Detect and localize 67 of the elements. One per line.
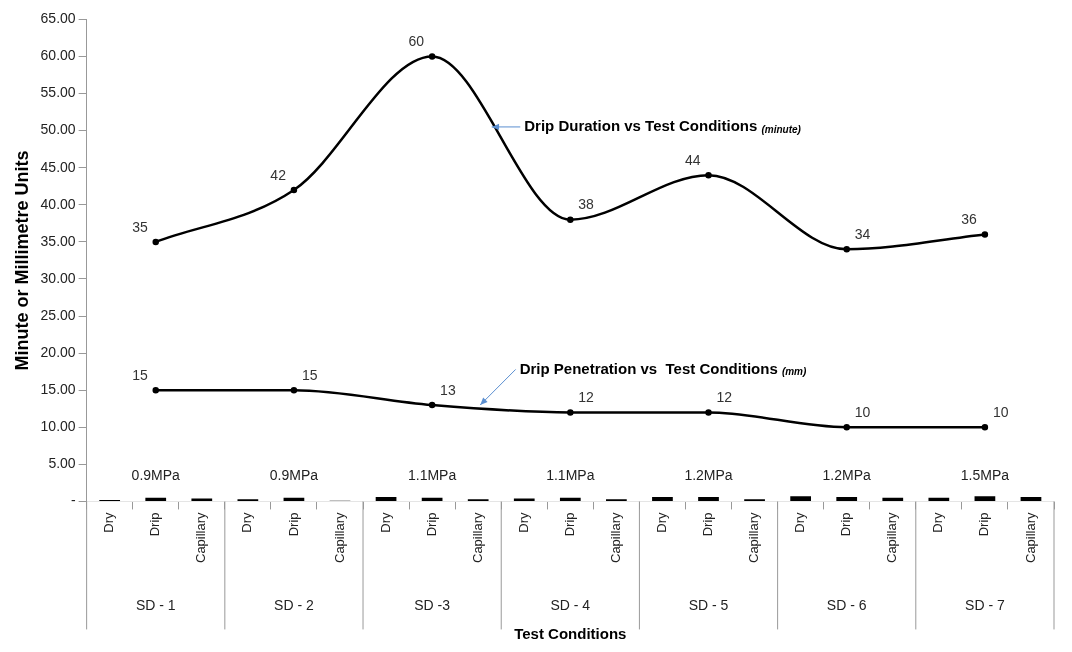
data-label: 10 xyxy=(854,404,871,421)
x-tick-label: Capillary xyxy=(607,511,623,564)
x-tick-label: Capillary xyxy=(469,511,485,564)
text: SD - 6 xyxy=(826,597,867,614)
data-label: 10 xyxy=(992,404,1009,421)
annotation: 1.2MPa xyxy=(822,467,872,484)
y-tick-label: 10.00 xyxy=(40,418,76,435)
y-tick-label: 35.00 xyxy=(40,232,76,249)
x-tick-label: Drip xyxy=(285,512,301,537)
x-tick-label: Dry xyxy=(930,511,946,533)
x-tick-label: Dry xyxy=(101,511,117,533)
text: SD - 5 xyxy=(688,597,729,614)
text: SD - 4 xyxy=(550,597,591,614)
text: SD - 2 xyxy=(274,597,314,614)
data-label: 34 xyxy=(854,226,871,243)
x-tick-label: Dry xyxy=(239,511,255,533)
text: SD - 1 xyxy=(135,597,176,614)
data-label: 36 xyxy=(961,211,978,228)
annotation: 1.1MPa xyxy=(546,467,595,484)
data-label: 42 xyxy=(270,166,287,183)
data-label: 12 xyxy=(716,389,733,406)
data-label: 13 xyxy=(440,381,456,398)
x-tick-label: Drip xyxy=(976,512,992,537)
x-tick-label: Dry xyxy=(792,511,808,533)
y-tick-label: 40.00 xyxy=(40,195,76,212)
data-label: 12 xyxy=(578,389,595,406)
x-tick-label: Drip xyxy=(423,512,439,537)
data-label: 38 xyxy=(578,196,595,213)
x-tick-label: Dry xyxy=(377,511,393,533)
y-tick-label: 65.00 xyxy=(40,10,76,27)
annotation: 1.5MPa xyxy=(960,467,1010,484)
text: SD -3 xyxy=(414,597,451,614)
annotation: 0.9MPa xyxy=(269,467,319,484)
x-axis-title: Test Conditions xyxy=(514,625,627,643)
y-tick-label: 15.00 xyxy=(40,381,76,398)
y-tick-label: 25.00 xyxy=(40,306,76,323)
y-tick-label: 30.00 xyxy=(40,269,76,286)
data-label: 44 xyxy=(684,151,701,168)
x-tick-label: Capillary xyxy=(884,511,900,564)
y-axis-title: Minute or Millimetre Units xyxy=(11,150,32,371)
x-tick-label: Capillary xyxy=(331,511,347,564)
data-label: 15 xyxy=(132,367,148,384)
annotation: 1.1MPa xyxy=(408,467,457,484)
data-label: 60 xyxy=(408,33,425,50)
data-label: 35 xyxy=(132,218,148,235)
data-label: 15 xyxy=(301,367,318,384)
x-tick-label: Drip xyxy=(147,512,163,537)
annotation: 0.9MPa xyxy=(131,467,181,484)
y-tick-label: 20.00 xyxy=(40,343,76,360)
y-tick-label: 55.00 xyxy=(40,84,76,101)
y-tick-label: 60.00 xyxy=(40,47,76,64)
y-tick-label: 45.00 xyxy=(40,158,76,175)
y-tick-label: 5.00 xyxy=(48,455,76,472)
x-tick-label: Drip xyxy=(561,512,577,537)
y-tick-label: 50.00 xyxy=(40,121,76,138)
x-tick-label: Drip xyxy=(700,512,716,537)
x-tick-label: Capillary xyxy=(193,511,209,564)
x-tick-label: Drip xyxy=(838,512,854,537)
text: SD - 7 xyxy=(965,597,1005,614)
y-tick-label: - xyxy=(70,492,76,509)
series-label: Drip Duration vs Test Conditions (minute) xyxy=(524,117,802,135)
x-tick-label: Dry xyxy=(515,511,531,533)
x-tick-label: Capillary xyxy=(746,511,762,564)
annotation: 1.2MPa xyxy=(684,467,733,484)
x-tick-label: Dry xyxy=(654,511,670,533)
text: Drip Penetration vs Test Conditions (mm) xyxy=(519,359,808,378)
x-tick-label: Capillary xyxy=(1022,511,1038,564)
